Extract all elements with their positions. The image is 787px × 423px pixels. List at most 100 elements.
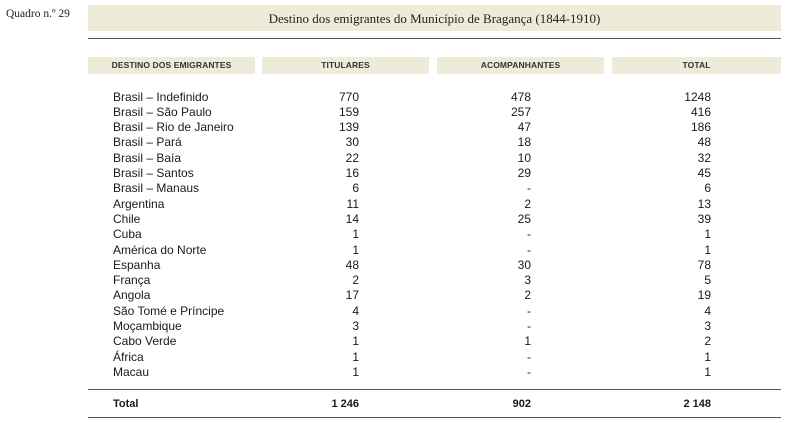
cell-titulares: 1: [352, 349, 359, 364]
cell-destino: África: [113, 349, 144, 364]
cell-total: 416: [690, 104, 711, 119]
table-row: Chile 14 25 39: [0, 212, 787, 227]
cell-titulares: 3: [352, 319, 359, 333]
cell-destino: Cabo Verde: [113, 334, 177, 349]
cell-acompanhantes: 29: [517, 166, 531, 180]
table-row: Angola 17 2 19: [0, 288, 787, 303]
cell-destino: Moçambique: [113, 319, 182, 333]
table-row: Brasil – Santos 16 29 45: [0, 166, 787, 181]
table-row: Brasil – Rio de Janeiro 139 47 186: [0, 120, 787, 135]
cell-acompanhantes: 30: [517, 257, 531, 272]
total-label: Total: [113, 398, 139, 410]
cell-titulares: 4: [352, 303, 359, 318]
table-row: São Tomé e Príncipe 4 - 4: [0, 304, 787, 319]
cell-destino: Brasil – Baía: [113, 150, 182, 165]
cell-destino: Brasil – Rio de Janeiro: [113, 120, 234, 135]
cell-destino: Brasil – São Paulo: [113, 104, 212, 119]
total-titulares: 1 246: [331, 398, 359, 410]
cell-total: 1: [704, 227, 711, 242]
cell-total: 13: [697, 196, 711, 211]
table-title: Destino dos emigrantes do Município de B…: [268, 11, 601, 26]
cell-total: 19: [697, 288, 711, 303]
cell-titulares: 17: [345, 288, 359, 303]
cell-total: 2: [704, 334, 711, 349]
cell-destino: Angola: [113, 288, 151, 303]
cell-total: 6: [704, 181, 711, 196]
cell-destino: França: [113, 273, 151, 288]
cell-destino: América do Norte: [113, 242, 207, 257]
cell-titulares: 770: [338, 89, 359, 104]
cell-acompanhantes: -: [527, 242, 531, 257]
cell-total: 3: [704, 319, 711, 333]
cell-destino: Espanha: [113, 257, 161, 272]
table-row: Brasil – Baía 22 10 32: [0, 151, 787, 166]
table-row: Brasil – Manaus 6 - 6: [0, 181, 787, 196]
table-row: Brasil – Pará 30 18 48: [0, 135, 787, 150]
cell-acompanhantes: 47: [517, 120, 531, 135]
cell-titulares: 6: [352, 181, 359, 196]
table-row: Argentina 11 2 13: [0, 197, 787, 212]
cell-total: 1: [704, 242, 711, 257]
cell-acompanhantes: -: [527, 319, 531, 333]
cell-titulares: 48: [345, 257, 359, 272]
cell-destino: Argentina: [113, 196, 165, 211]
cell-acompanhantes: 2: [524, 196, 531, 211]
cell-acompanhantes: -: [527, 364, 531, 379]
cell-destino: Brasil – Manaus: [113, 181, 200, 196]
cell-acompanhantes: 18: [517, 135, 531, 150]
total-total: 2 148: [683, 398, 711, 410]
table-row: Macau 1 - 1: [0, 365, 787, 380]
cell-acompanhantes: 478: [510, 89, 531, 104]
cell-total: 1: [704, 364, 711, 379]
cell-destino: São Tomé e Príncipe: [113, 303, 225, 318]
cell-titulares: 16: [345, 166, 359, 180]
header-titulares: TITULARES: [262, 57, 429, 74]
cell-destino: Cuba: [113, 227, 142, 242]
table-row: América do Norte 1 - 1: [0, 243, 787, 258]
cell-acompanhantes: 1: [524, 334, 531, 349]
table-row: Espanha 48 30 78: [0, 258, 787, 273]
cell-acompanhantes: -: [527, 349, 531, 364]
cell-acompanhantes: -: [527, 227, 531, 242]
table-row: Cabo Verde 1 1 2: [0, 334, 787, 349]
cell-total: 45: [697, 166, 711, 180]
cell-total: 1: [704, 349, 711, 364]
table-label: Quadro n.º 29: [6, 8, 70, 20]
cell-acompanhantes: 2: [524, 288, 531, 303]
cell-acompanhantes: 257: [510, 104, 531, 119]
cell-total: 48: [697, 135, 711, 150]
table-row: África 1 - 1: [0, 350, 787, 365]
cell-titulares: 1: [352, 334, 359, 349]
cell-total: 5: [704, 273, 711, 288]
cell-titulares: 30: [345, 135, 359, 150]
table-row: França 2 3 5: [0, 273, 787, 288]
cell-total: 1248: [684, 89, 711, 104]
cell-titulares: 22: [345, 150, 359, 165]
cell-destino: Chile: [113, 211, 141, 226]
cell-titulares: 1: [352, 227, 359, 242]
header-acompanhantes: ACOMPANHANTES: [437, 57, 604, 74]
cell-titulares: 139: [338, 120, 359, 135]
cell-total: 4: [704, 303, 711, 318]
table-row: Moçambique 3 - 3: [0, 319, 787, 334]
cell-total: 32: [697, 150, 711, 165]
cell-titulares: 1: [352, 242, 359, 257]
divider-total: [88, 389, 781, 390]
header-destino: DESTINO DOS EMIGRANTES: [88, 57, 255, 74]
divider-top: [88, 38, 781, 39]
cell-total: 186: [690, 120, 711, 135]
table-row: Cuba 1 - 1: [0, 227, 787, 242]
cell-destino: Brasil – Pará: [113, 135, 182, 150]
total-acompanhantes: 902: [512, 398, 531, 410]
cell-acompanhantes: 10: [517, 150, 531, 165]
cell-destino: Brasil – Indefinido: [113, 89, 209, 104]
divider-bottom: [88, 417, 781, 418]
cell-acompanhantes: 3: [524, 273, 531, 288]
cell-destino: Macau: [113, 364, 150, 379]
cell-acompanhantes: 25: [517, 211, 531, 226]
cell-titulares: 11: [346, 196, 359, 211]
cell-titulares: 14: [345, 211, 359, 226]
total-row: Total 1 246 902 2 148: [0, 396, 787, 412]
cell-titulares: 1: [352, 364, 359, 379]
cell-destino: Brasil – Santos: [113, 166, 194, 180]
